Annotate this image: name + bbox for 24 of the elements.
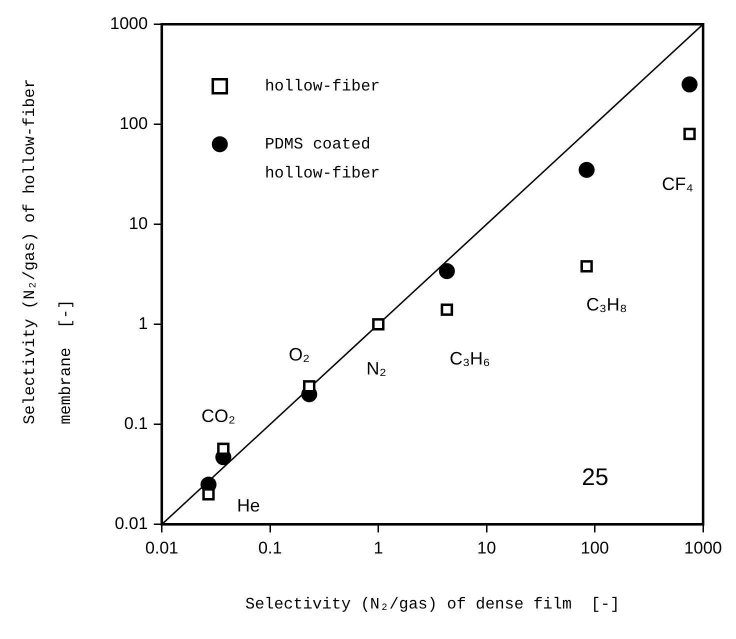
- y-tick-label: 0.1: [124, 414, 148, 434]
- annotation: He: [237, 495, 260, 516]
- y-tick-label: 1: [138, 314, 148, 334]
- annotation: CF₄: [662, 174, 694, 194]
- legend-label: PDMS coated hollow-fiber: [264, 135, 380, 182]
- annotation: C₃H₈: [586, 294, 628, 314]
- y-axis-title: Selectivity (N₂/gas) of hollow-fiber membrane [-]: [21, 78, 76, 424]
- x-tick-label: 1000: [684, 538, 722, 558]
- x-tick-label: 1: [374, 538, 384, 558]
- x-tick-label: 0.01: [145, 538, 178, 558]
- y-tick-label: 0.01: [114, 514, 148, 534]
- legend-label: hollow-fiber: [264, 77, 380, 96]
- annotation: 25: [582, 464, 608, 492]
- annotation: CO₂: [201, 406, 236, 426]
- annotation: N₂: [366, 358, 386, 378]
- x-tick-label: 10: [477, 538, 496, 558]
- y-tick-label: 10: [128, 214, 148, 233]
- x-axis-title: Selectivity (N₂/gas) of dense film [-]: [245, 596, 620, 614]
- y-tick-label: 100: [119, 114, 148, 133]
- x-tick-label: 100: [580, 538, 610, 558]
- annotation: C₃H₆: [450, 348, 490, 369]
- annotation: O₂: [288, 344, 310, 364]
- x-tick-label: 0.1: [258, 538, 282, 558]
- y-tick-label: 1000: [110, 14, 148, 33]
